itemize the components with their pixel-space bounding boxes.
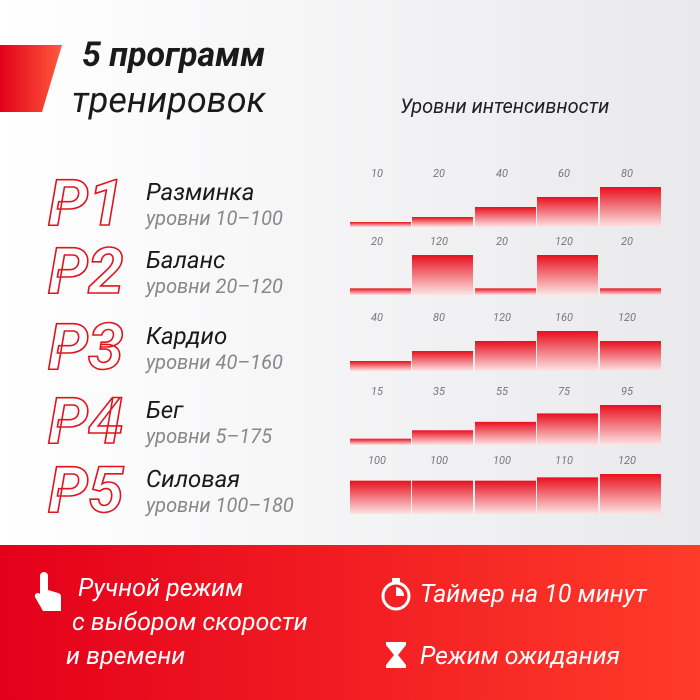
features: Ручной режим с выбором скорости и времен… (66, 574, 648, 671)
program-code: P5 (48, 453, 124, 528)
level-bar (350, 222, 411, 227)
level-label: 40 (371, 311, 383, 324)
program-range: уровни 10–100 (145, 206, 283, 230)
level-bar (475, 288, 536, 295)
level-label: 15 (371, 385, 384, 398)
level-label: 100 (493, 454, 511, 467)
feature-text: Таймер на 10 минут (420, 580, 648, 609)
level-bar (600, 405, 661, 445)
level-bar (412, 351, 473, 371)
level-label: 35 (433, 385, 446, 398)
level-bar (475, 480, 536, 514)
level-bar (600, 474, 661, 514)
level-label: 110 (555, 454, 573, 467)
level-label: 10 (371, 167, 383, 180)
icons (34, 572, 411, 668)
level-bar (350, 361, 411, 371)
level-label: 80 (621, 167, 633, 180)
timer-icon (392, 578, 400, 582)
level-bar (600, 187, 661, 227)
level-bar (475, 207, 536, 227)
level-bar (600, 341, 661, 371)
program-name: Бег (146, 396, 184, 424)
accent (0, 45, 62, 112)
level-bar (412, 480, 473, 514)
level-label: 100 (368, 454, 386, 467)
level-bar (537, 255, 598, 295)
program-range: уровни 20–120 (145, 274, 283, 298)
feature-text: Режим ожидания (420, 642, 620, 671)
level-label: 120 (618, 454, 636, 467)
timer-icon (381, 581, 411, 611)
feature-text: с выбором скорости (72, 608, 308, 637)
timer-icon (396, 587, 405, 596)
level-bar (350, 480, 411, 514)
level-label: 95 (621, 385, 634, 398)
hand-icon (34, 572, 62, 611)
level-bar (475, 341, 536, 371)
level-label: 100 (430, 454, 448, 467)
level-label: 120 (493, 311, 511, 324)
level-bar (412, 217, 473, 227)
level-label: 160 (555, 311, 573, 324)
levels-title: Уровни интенсивности (400, 94, 609, 118)
program-range: уровни 100–180 (145, 493, 294, 517)
level-bar (537, 331, 598, 371)
program-name: Разминка (146, 178, 254, 206)
level-label: 80 (433, 311, 445, 324)
title: 5 программ (82, 35, 265, 75)
level-label: 120 (555, 235, 573, 248)
program-name: Силовая (146, 465, 240, 493)
feature-text: и времени (66, 642, 185, 671)
level-label: 120 (618, 311, 636, 324)
level-label: 20 (496, 235, 508, 248)
level-label: 55 (496, 385, 509, 398)
level-bar (475, 421, 536, 445)
level-label: 75 (558, 385, 571, 398)
level-bar (412, 255, 473, 295)
program-name: Баланс (146, 246, 225, 274)
level-label: 20 (621, 235, 633, 248)
program-name: Кардио (146, 322, 227, 350)
level-bar (350, 288, 411, 295)
level-bar (537, 477, 598, 514)
level-label: 40 (496, 167, 508, 180)
level-label: 60 (558, 167, 570, 180)
hourglass-icon (386, 642, 406, 668)
level-bar (350, 438, 411, 445)
program-range: уровни 5–175 (145, 424, 273, 448)
program-range: уровни 40–160 (145, 350, 283, 374)
level-bar (600, 288, 661, 295)
feature-band (0, 545, 700, 700)
title: тренировок (72, 79, 267, 121)
level-bar (537, 413, 598, 445)
level-label: 20 (371, 235, 383, 248)
program-code: P1 (48, 166, 124, 241)
program-code: P3 (48, 310, 124, 385)
level-bar (412, 430, 473, 445)
program-code: P4 (48, 384, 124, 459)
feature-text: Ручной режим (78, 574, 243, 603)
level-bar (537, 197, 598, 227)
level-label: 20 (433, 167, 445, 180)
program-code: P2 (48, 234, 124, 309)
level-label: 120 (430, 235, 448, 248)
